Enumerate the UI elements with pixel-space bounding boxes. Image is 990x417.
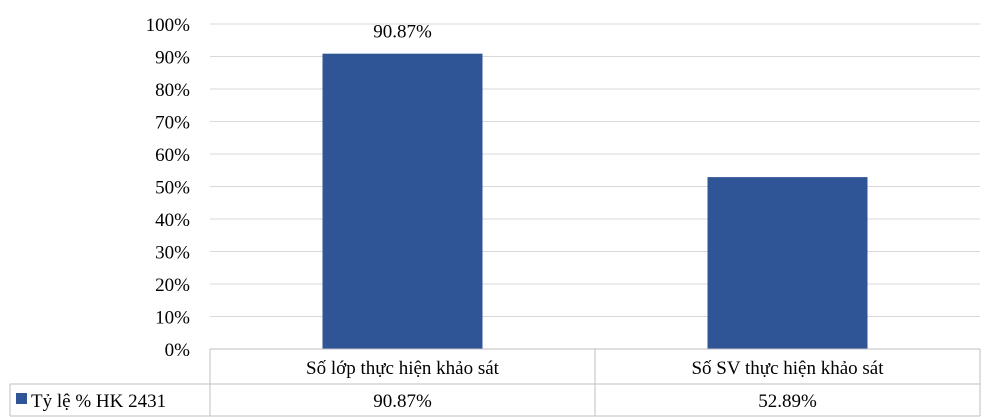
legend-series-name: Tỷ lệ % HK 2431 xyxy=(31,391,166,412)
legend: Tỷ lệ % HK 2431 xyxy=(16,391,166,412)
y-tick-label: 20% xyxy=(155,275,190,296)
table-value: 52.89% xyxy=(758,391,817,412)
data-label: 90.87% xyxy=(373,22,432,43)
bar xyxy=(707,177,868,349)
y-tick-label: 40% xyxy=(155,210,190,231)
y-tick-label: 60% xyxy=(155,145,190,166)
y-tick-label: 70% xyxy=(155,113,190,134)
y-tick-label: 100% xyxy=(146,15,191,36)
y-tick-label: 30% xyxy=(155,243,190,264)
bars xyxy=(322,53,868,350)
y-axis: 0% 10% 20% 30% 40% 50% 60% 70% 80% 90% 100% xyxy=(146,15,191,361)
data-table: Số lớp thực hiện khảo sát Số SV thực hiện… xyxy=(9,348,981,417)
y-tick-label: 50% xyxy=(155,178,190,199)
y-tick-label: 0% xyxy=(165,340,191,361)
table-value: 90.87% xyxy=(373,391,432,412)
y-tick-label: 10% xyxy=(155,308,190,329)
data-table-values: 90.87% 52.89% xyxy=(373,391,817,412)
category-label: Số SV thực hiện khảo sát xyxy=(691,358,884,379)
legend-key-icon xyxy=(16,393,27,404)
category-labels: Số lớp thực hiện khảo sát Số SV thực hiện… xyxy=(306,358,884,379)
y-tick-label: 90% xyxy=(155,48,190,69)
data-table-borders xyxy=(9,348,981,417)
category-label: Số lớp thực hiện khảo sát xyxy=(306,358,500,379)
bar xyxy=(322,53,483,350)
data-labels: 90.87% xyxy=(373,22,432,43)
y-tick-label: 80% xyxy=(155,80,190,101)
